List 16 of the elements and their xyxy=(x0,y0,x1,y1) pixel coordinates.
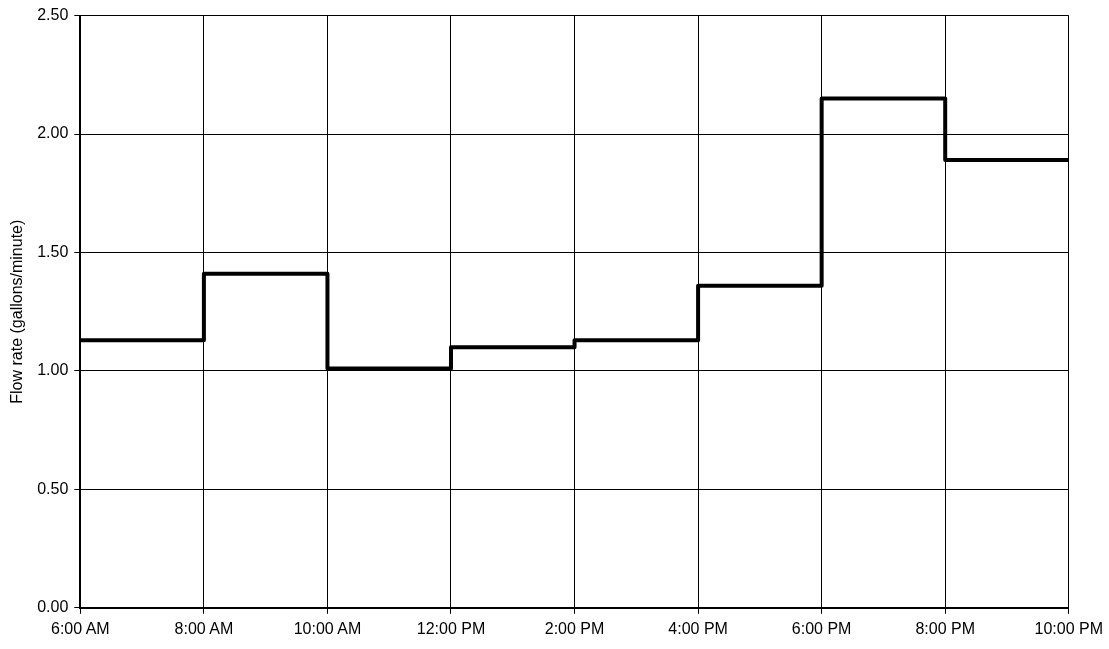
y-tick-label: 0.00 xyxy=(37,598,69,616)
x-tick-label: 2:00 PM xyxy=(544,619,605,637)
x-tick-label: 10:00 PM xyxy=(1034,619,1103,637)
x-tick-label: 8:00 AM xyxy=(174,619,234,637)
y-tick-label: 1.50 xyxy=(37,242,69,260)
x-tick-label: 6:00 PM xyxy=(791,619,852,637)
x-tick-label: 6:00 AM xyxy=(50,619,110,637)
y-axis-title: Flow rate (gallons/minute) xyxy=(8,219,26,404)
x-tick-label: 12:00 PM xyxy=(416,619,486,637)
y-tick-label: 2.00 xyxy=(37,124,69,142)
x-tick-label: 10:00 AM xyxy=(293,619,362,637)
x-tick-label: 8:00 PM xyxy=(915,619,975,637)
y-tick-label: 1.00 xyxy=(37,361,69,379)
y-tick-label: 2.50 xyxy=(37,6,69,24)
y-tick-label: 0.50 xyxy=(37,479,69,497)
x-tick-label: 4:00 PM xyxy=(668,619,728,637)
